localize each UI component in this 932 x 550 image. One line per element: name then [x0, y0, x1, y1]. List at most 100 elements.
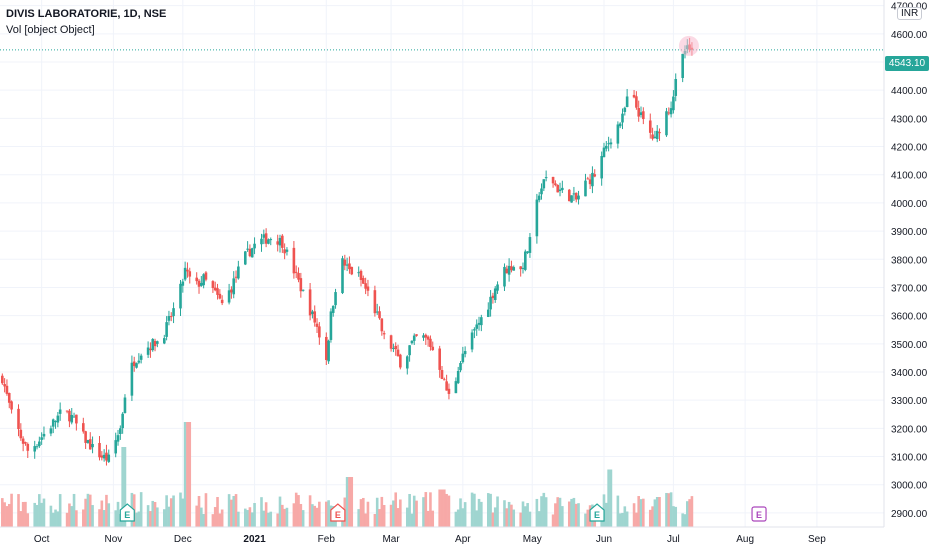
volume-bar — [380, 496, 384, 527]
candle-body — [394, 345, 398, 350]
candle-body — [283, 249, 286, 254]
volume-bar — [292, 503, 296, 527]
volume-bar — [616, 495, 620, 527]
time-axis[interactable]: Oct Nov Dec 2021 Feb Mar Apr May Jun Jul Aug Sep — [34, 534, 826, 545]
candle-body — [618, 123, 622, 127]
volume-bar — [315, 507, 319, 527]
volume-indicator-label[interactable]: Vol [object Object] — [6, 24, 95, 36]
volume-bar — [542, 492, 546, 527]
volume-bar — [461, 508, 465, 527]
candle-body — [218, 293, 222, 299]
time-axis-label: Aug — [736, 534, 754, 545]
candle-body — [234, 276, 238, 278]
candle-body — [33, 446, 37, 452]
candle-body — [528, 237, 532, 253]
volume-bar — [412, 495, 416, 527]
candle-body — [132, 361, 136, 367]
volume-bar — [415, 500, 418, 527]
candle-body — [567, 189, 571, 202]
volume-bar — [230, 499, 233, 527]
candle-body — [100, 455, 104, 458]
volume-bar — [211, 514, 215, 527]
candle-body — [49, 428, 53, 434]
candle-body — [392, 347, 395, 349]
candlesticks — [1, 37, 694, 466]
volume-bar — [637, 496, 641, 527]
volume-bar — [456, 509, 460, 527]
candle-body — [183, 267, 187, 280]
price-axis[interactable]: 2900.00 3000.00 3100.00 3200.00 3300.00 3400.… — [891, 2, 928, 520]
candle-body — [380, 318, 384, 332]
candle-body — [102, 454, 106, 459]
price-axis-label: 3000.00 — [891, 481, 928, 492]
volume-bar — [577, 503, 580, 527]
time-axis-label: 2021 — [243, 534, 266, 545]
candle-body — [169, 316, 173, 318]
candle-body — [151, 339, 155, 351]
volume-bars — [1, 422, 694, 527]
candle-body — [375, 311, 379, 313]
volume-bar — [54, 509, 57, 527]
candle-body — [373, 290, 377, 314]
candle-body — [489, 296, 492, 310]
volume-bar — [480, 501, 483, 527]
candle-body — [163, 338, 166, 344]
candle-body — [149, 348, 152, 351]
volume-bar — [554, 503, 557, 527]
volume-bar — [260, 497, 263, 527]
volume-bar — [297, 495, 300, 527]
volume-bar — [248, 507, 252, 527]
volume-bar — [181, 498, 185, 527]
candle-body — [642, 111, 645, 120]
price-axis-label: 4100.00 — [891, 171, 928, 182]
candle-body — [269, 239, 273, 241]
candle-body — [213, 287, 217, 291]
price-axis-label: 3900.00 — [891, 227, 928, 238]
candle-body — [200, 282, 203, 286]
volume-bar — [535, 498, 539, 527]
volume-bar — [512, 509, 516, 527]
volume-bar — [21, 501, 25, 527]
volume-bar — [26, 513, 30, 527]
volume-bar — [607, 469, 610, 527]
volume-bar — [188, 422, 192, 527]
candle-body — [424, 334, 428, 338]
volume-bar — [5, 506, 9, 527]
candle-body — [40, 437, 43, 440]
volume-bar — [135, 512, 138, 527]
candle-body — [454, 381, 458, 394]
volume-bar — [463, 502, 467, 527]
volume-bar — [399, 499, 402, 527]
candle-body — [156, 341, 159, 344]
volume-bar — [648, 509, 652, 527]
candle-body — [267, 239, 270, 244]
volume-bar — [163, 509, 166, 527]
symbol-title[interactable]: DIVIS LABORATORIE, 1D, NSE — [6, 8, 167, 20]
candle-body — [473, 329, 476, 331]
candle-body — [669, 108, 673, 115]
volume-bar — [396, 508, 400, 527]
volume-bar — [345, 477, 349, 527]
candle-body — [459, 362, 462, 371]
price-axis-label: 3500.00 — [891, 340, 928, 351]
earnings-marker-label: E — [594, 510, 600, 520]
price-axis-label: 3800.00 — [891, 255, 928, 266]
candle-body — [84, 431, 87, 443]
candle-body — [558, 189, 562, 191]
volume-bar — [220, 509, 224, 527]
volume-bar — [137, 511, 141, 527]
candle-body — [461, 353, 465, 363]
currency-label[interactable]: INR — [897, 7, 923, 20]
candle-body — [537, 195, 541, 201]
volume-bar — [362, 497, 365, 527]
candle-body — [285, 249, 289, 252]
volume-bar — [51, 512, 55, 527]
volume-bar — [267, 512, 270, 527]
candle-body — [51, 419, 55, 427]
volume-bar — [246, 510, 249, 527]
volume-bar — [151, 500, 155, 527]
candle-body — [139, 355, 143, 360]
volume-bar — [632, 503, 636, 527]
volume-bar — [88, 494, 92, 527]
